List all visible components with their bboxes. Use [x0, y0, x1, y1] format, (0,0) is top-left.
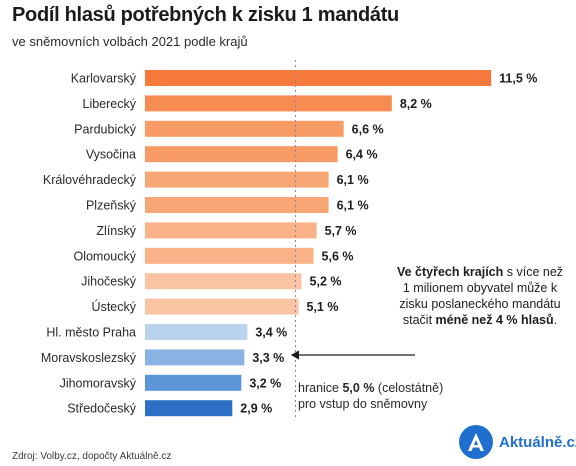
category-label: Jihočeský — [81, 275, 137, 289]
value-label: 6,6 % — [352, 122, 384, 136]
category-label: Pardubický — [74, 122, 137, 136]
chart-subtitle: ve sněmovních volbách 2021 podle krajů — [12, 34, 248, 49]
category-label: Jihomoravský — [60, 376, 137, 390]
bar-13 — [145, 400, 233, 417]
category-label: Olomoucký — [73, 249, 136, 263]
bar-0 — [145, 70, 492, 86]
value-label: 3,3 % — [252, 351, 284, 365]
bar-3 — [145, 146, 338, 163]
value-label: 3,2 % — [249, 376, 281, 390]
category-label: Karlovarský — [71, 72, 137, 86]
threshold-line2: pro vstup do sněmovny — [298, 397, 428, 411]
value-label: 11,5 % — [499, 72, 537, 86]
value-label: 3,4 % — [255, 326, 287, 340]
aktualne-logo[interactable]: Aktuálně.cz — [459, 424, 576, 460]
bar-5 — [145, 197, 329, 213]
category-label: Hl. město Praha — [46, 326, 136, 340]
value-label: 8,2 % — [400, 97, 432, 111]
bar-8 — [145, 273, 302, 290]
chart-title: Podíl hlasů potřebných k zisku 1 mandátu — [12, 4, 399, 26]
bar-11 — [145, 349, 245, 366]
category-label: Královéhradecký — [43, 173, 137, 187]
category-label: Středočeský — [67, 402, 137, 416]
logo-text: Aktuálně.cz — [499, 433, 576, 451]
annotation-text-1: s více než 1 milionem obyvatel může k zi… — [399, 265, 564, 327]
bar-1 — [145, 95, 392, 112]
category-label: Moravskoslezský — [41, 351, 137, 365]
source-note: Zdroj: Volby.cz, dopočty Aktuálně.cz — [12, 451, 172, 462]
threshold-value: 5,0 % — [342, 381, 375, 395]
value-label: 5,7 % — [325, 224, 357, 238]
annotation-text: Ve čtyřech krajích s více než 1 milionem… — [395, 264, 565, 328]
threshold-suffix: (celostátně) — [374, 381, 444, 395]
annotation-bold-1: Ve čtyřech krajích — [396, 265, 504, 279]
value-label: 6,1 % — [337, 173, 369, 187]
threshold-note: hranice 5,0 % (celostátně) pro vstup do … — [298, 380, 443, 412]
annotation-bold-2: méně než 4 % hlasů — [435, 313, 554, 327]
bar-7 — [145, 247, 314, 264]
bar-4 — [145, 171, 329, 188]
value-label: 6,1 % — [337, 199, 369, 213]
annotation-text-2: . — [553, 313, 558, 327]
bar-9 — [145, 298, 299, 315]
bar-10 — [145, 324, 248, 340]
value-label: 6,4 % — [346, 148, 378, 162]
threshold-prefix: hranice — [298, 381, 343, 395]
category-label: Liberecký — [83, 97, 137, 111]
bar-6 — [145, 222, 317, 239]
value-label: 5,1 % — [307, 300, 339, 314]
bar-2 — [145, 120, 344, 137]
value-label: 5,2 % — [310, 275, 342, 289]
category-label: Vysočina — [86, 148, 136, 162]
value-label: 2,9 % — [240, 402, 272, 416]
value-label: 5,6 % — [322, 249, 354, 263]
logo-a-icon — [459, 425, 493, 459]
category-label: Ústecký — [92, 299, 137, 314]
category-label: Zlínský — [96, 224, 136, 238]
bar-12 — [145, 374, 242, 391]
category-label: Plzeňský — [86, 199, 137, 213]
